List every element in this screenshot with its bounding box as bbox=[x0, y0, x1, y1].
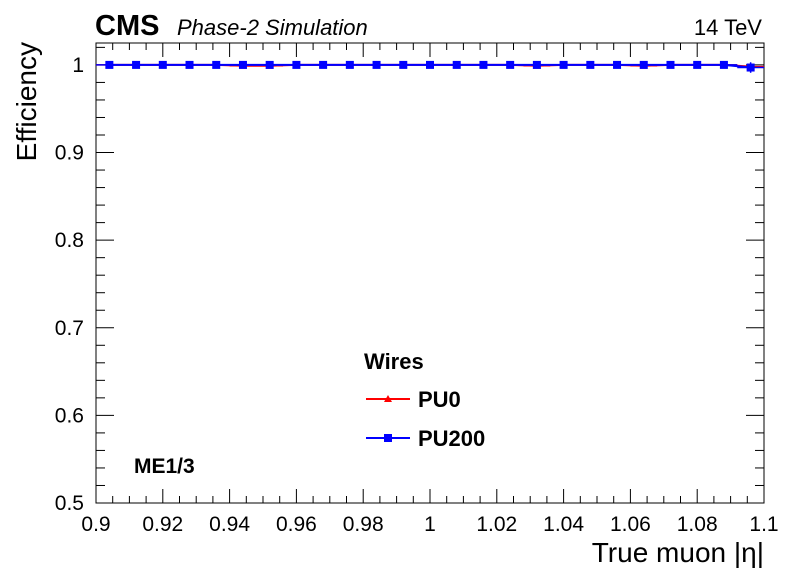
data-point bbox=[132, 60, 141, 69]
data-point bbox=[693, 60, 702, 69]
data-point bbox=[719, 60, 728, 69]
energy-label: 14 TeV bbox=[694, 15, 762, 40]
x-tick-label: 0.96 bbox=[276, 513, 317, 536]
data-point bbox=[426, 60, 434, 69]
data-point bbox=[639, 60, 648, 69]
y-tick-label: 0.6 bbox=[55, 404, 84, 427]
x-tick-label: 1 bbox=[424, 513, 436, 536]
x-axis-label: True muon |η| bbox=[592, 537, 764, 568]
data-point bbox=[666, 60, 675, 69]
data-point bbox=[319, 60, 328, 69]
x-tick-label: 1.08 bbox=[677, 513, 718, 536]
x-tick-label: 0.98 bbox=[343, 513, 384, 536]
axes: 0.9 0.92 0.94 0.96 0.98 1 1.02 1.04 1.06 1.08 1.1 0… bbox=[55, 42, 779, 536]
data-point bbox=[746, 63, 755, 72]
series-pu200 bbox=[96, 60, 764, 73]
y-tick-label: 0.9 bbox=[55, 142, 84, 165]
x-tick-label: 1.1 bbox=[749, 513, 778, 536]
data-point bbox=[345, 60, 354, 69]
data-point bbox=[158, 60, 167, 69]
data-point bbox=[452, 60, 461, 69]
data-point bbox=[479, 60, 488, 69]
data-point bbox=[506, 60, 515, 69]
cms-label: CMS bbox=[95, 10, 159, 42]
legend: Wires PU0 PU200 bbox=[364, 349, 485, 451]
legend-label-pu200: PU200 bbox=[418, 426, 485, 451]
data-point bbox=[399, 60, 408, 69]
y-axis-label: Efficiency bbox=[11, 42, 42, 161]
x-tick-label: 1.02 bbox=[476, 513, 517, 536]
x-tick-label: 0.94 bbox=[209, 513, 250, 536]
data-point bbox=[292, 60, 301, 69]
x-tick-label: 0.92 bbox=[142, 513, 183, 536]
data-point bbox=[559, 60, 568, 69]
data-point bbox=[185, 60, 194, 69]
data-point bbox=[265, 60, 274, 69]
legend-entry-pu0: PU0 bbox=[366, 387, 461, 412]
legend-marker-pu200 bbox=[384, 434, 392, 442]
y-tick-label: 0.5 bbox=[55, 492, 84, 515]
chamber-label: ME1/3 bbox=[134, 455, 195, 478]
legend-entry-pu200: PU200 bbox=[366, 426, 485, 451]
x-tick-label: 1.04 bbox=[543, 513, 584, 536]
x-tick-label: 0.9 bbox=[81, 513, 110, 536]
data-point bbox=[212, 60, 221, 69]
data-point bbox=[613, 60, 622, 69]
data-point bbox=[532, 60, 541, 69]
y-tick-label: 0.7 bbox=[55, 317, 84, 340]
data-point bbox=[105, 60, 114, 69]
data-series bbox=[96, 60, 764, 73]
data-point bbox=[238, 60, 247, 69]
y-tick-label: 0.8 bbox=[55, 229, 84, 252]
y-tick-label: 1 bbox=[72, 54, 84, 77]
legend-title: Wires bbox=[364, 349, 424, 374]
x-tick-label: 1.06 bbox=[610, 513, 651, 536]
data-point bbox=[586, 60, 595, 69]
simulation-label: Phase-2 Simulation bbox=[177, 15, 368, 40]
data-point bbox=[372, 60, 381, 69]
legend-label-pu0: PU0 bbox=[418, 387, 461, 412]
legend-marker-pu0 bbox=[384, 395, 392, 402]
